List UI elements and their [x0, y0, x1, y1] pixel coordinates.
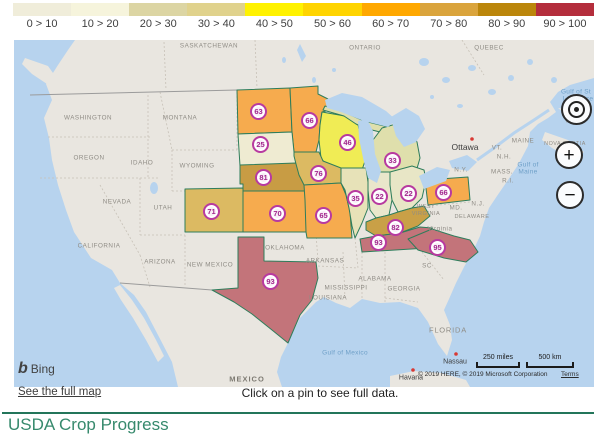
bing-map[interactable]: WASHINGTON MONTANA OREGON IDAHO WYOMING … — [14, 40, 594, 387]
legend-label: 0 > 10 — [26, 18, 58, 30]
legend-swatch-6 — [361, 3, 420, 16]
pin-kentucky[interactable]: 82 — [387, 219, 404, 236]
bing-b-icon: b — [18, 360, 28, 377]
cuba-land — [390, 371, 470, 387]
legend-swatch-5 — [303, 3, 362, 16]
havana-dot — [411, 368, 415, 372]
pin-south-dakota[interactable]: 25 — [252, 136, 269, 153]
legend-swatch-9 — [535, 3, 594, 16]
ottawa-dot — [470, 137, 474, 141]
locate-icon — [568, 101, 585, 118]
vancouver-island — [22, 58, 58, 86]
legend-label: 90 > 100 — [543, 18, 587, 30]
pin-illinois[interactable]: 35 — [347, 190, 364, 207]
lake-erie — [419, 167, 450, 189]
pin-michigan[interactable]: 33 — [384, 152, 401, 169]
zoom-in-button[interactable]: + — [555, 141, 583, 169]
lake-winnipeg — [297, 44, 306, 62]
legend-label-row: 0 > 10 10 > 20 20 > 30 30 > 40 40 > 50 5… — [13, 18, 594, 30]
nassau-dot — [454, 352, 458, 356]
bing-logo-text: Bing — [30, 362, 55, 376]
pin-ohio[interactable]: 22 — [400, 185, 417, 202]
map-canvas — [14, 40, 594, 387]
zoom-out-button[interactable]: − — [556, 181, 584, 209]
pin-tennessee[interactable]: 93 — [370, 234, 387, 251]
legend-swatch-2 — [129, 3, 188, 16]
lake-ontario — [449, 155, 477, 171]
legend-label: 50 > 60 — [314, 18, 352, 30]
terms-link[interactable]: Terms — [561, 371, 579, 378]
legend-label: 40 > 50 — [255, 18, 293, 30]
pin-nebraska[interactable]: 81 — [255, 169, 272, 186]
pin-north-carolina[interactable]: 95 — [429, 239, 446, 256]
legend-swatch-4 — [245, 3, 304, 16]
great-salt-lake — [150, 182, 158, 194]
minus-icon: − — [564, 184, 576, 206]
pin-indiana[interactable]: 22 — [371, 188, 388, 205]
page-title: USDA Crop Progress — [8, 415, 169, 434]
legend-swatch-1 — [71, 3, 130, 16]
pin-kansas[interactable]: 70 — [269, 205, 286, 222]
plus-icon: + — [563, 144, 575, 166]
national-borders — [29, 89, 238, 291]
pin-colorado[interactable]: 71 — [203, 203, 220, 220]
pin-missouri[interactable]: 65 — [315, 207, 332, 224]
lake-michigan — [358, 119, 381, 183]
legend-label: 80 > 90 — [488, 18, 526, 30]
pin-north-dakota[interactable]: 63 — [250, 103, 267, 120]
pin-hint-text: Click on a pin to see full data. — [241, 386, 399, 400]
city-dots — [411, 137, 474, 372]
lake-superior — [325, 93, 396, 127]
pin-iowa[interactable]: 76 — [310, 165, 327, 182]
scale-miles-bar — [476, 362, 520, 368]
st-lawrence-river — [476, 108, 550, 162]
legend-label: 60 > 70 — [372, 18, 410, 30]
pin-wisconsin[interactable]: 46 — [339, 134, 356, 151]
legend-swatch-8 — [477, 3, 536, 16]
pin-pennsylvania[interactable]: 66 — [435, 184, 452, 201]
state-texas — [211, 236, 319, 344]
scale-miles: 250 miles — [476, 354, 520, 368]
lakes — [150, 44, 557, 194]
scale-km-bar — [526, 362, 574, 368]
footer-divider — [2, 412, 594, 414]
baja-california — [114, 285, 164, 362]
color-legend: 0 > 10 10 > 20 20 > 30 30 > 40 40 > 50 5… — [13, 3, 594, 30]
see-full-map-link[interactable]: See the full map — [18, 386, 102, 398]
legend-label: 30 > 40 — [197, 18, 235, 30]
legend-label: 70 > 80 — [430, 18, 468, 30]
pin-minnesota[interactable]: 66 — [301, 112, 318, 129]
legend-swatch-3 — [187, 3, 246, 16]
legend-swatch-row — [13, 3, 594, 16]
lake-huron — [391, 108, 425, 147]
legend-label: 20 > 30 — [139, 18, 177, 30]
locate-me-button[interactable] — [561, 94, 592, 125]
legend-label: 10 > 20 — [81, 18, 119, 30]
legend-swatch-7 — [419, 3, 478, 16]
map-attribution: © 2019 HERE, © 2019 Microsoft Corporatio… — [418, 371, 548, 378]
pin-texas[interactable]: 93 — [262, 273, 279, 290]
scale-km: 500 km — [526, 354, 574, 368]
bing-logo: b Bing — [18, 360, 55, 378]
legend-swatch-0 — [13, 3, 72, 16]
